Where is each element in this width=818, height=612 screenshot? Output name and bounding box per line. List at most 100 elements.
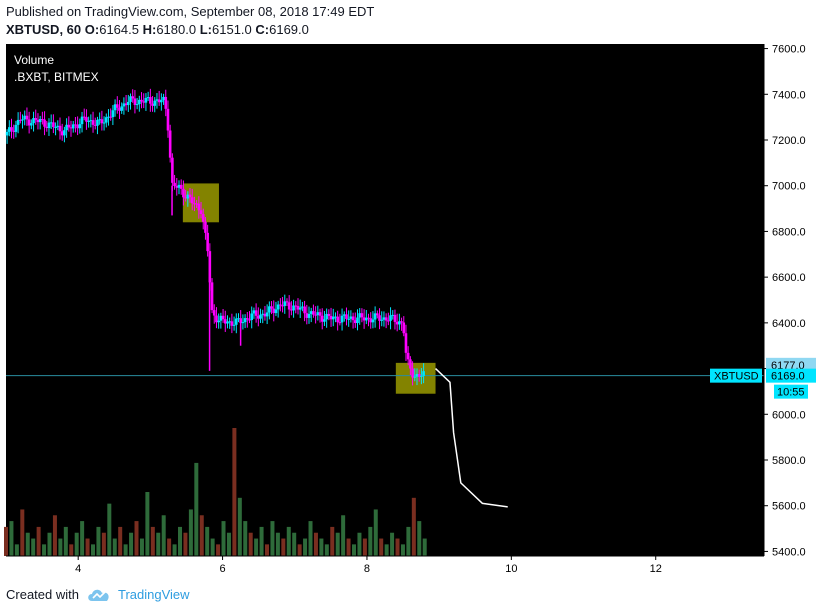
volume-bar: [4, 526, 8, 556]
volume-bar: [31, 538, 36, 556]
candle-body: [373, 313, 377, 320]
candle-body: [353, 320, 357, 324]
candle-body: [329, 315, 333, 320]
ohlc-readout: XBTUSD, 60 O:6164.5 H:6180.0 L:6151.0 C:…: [6, 22, 309, 37]
candle-body: [188, 194, 192, 198]
candle-body: [215, 315, 218, 323]
volume-bar: [118, 526, 123, 556]
candle-body: [312, 311, 315, 315]
candle-body: [201, 214, 205, 222]
candle-body: [107, 116, 110, 118]
candle-body: [398, 321, 401, 325]
volume-bar: [373, 509, 378, 556]
candle-body: [274, 309, 278, 314]
volume-bar: [36, 526, 41, 556]
candle-body: [175, 186, 179, 188]
candle-body: [30, 123, 33, 126]
candle-body: [342, 314, 346, 316]
volume-bar: [335, 532, 340, 556]
chart-header: Published on TradingView.com, September …: [0, 0, 818, 42]
candle-body: [314, 314, 317, 316]
candle-body: [232, 324, 236, 326]
candle-body: [173, 182, 176, 187]
candle-body: [60, 131, 64, 136]
candle-body: [153, 100, 157, 106]
candle-body: [166, 108, 170, 131]
volume-bar: [156, 532, 161, 556]
candle-body: [34, 118, 38, 120]
candle-body: [387, 320, 390, 322]
candle-body: [210, 282, 214, 311]
open-label: O:: [84, 22, 100, 37]
candle-body: [142, 101, 146, 103]
candle-body: [10, 127, 13, 131]
x-tick-label: 10: [505, 563, 517, 575]
candle-body: [268, 306, 271, 313]
volume-legend: Volume: [14, 53, 54, 67]
candle-body: [406, 352, 410, 360]
y-tick-label: 6600.0: [772, 272, 806, 284]
candle-body: [318, 312, 322, 316]
candle-body: [323, 319, 326, 322]
candle-body: [195, 203, 198, 205]
candle-body: [382, 317, 386, 320]
candle-body: [296, 306, 300, 310]
symbol-interval: XBTUSD, 60: [6, 22, 82, 37]
volume-bar: [400, 544, 405, 556]
tradingview-cloud-icon: [88, 589, 109, 601]
candle-body: [14, 124, 18, 132]
volume-bar: [172, 544, 177, 556]
candle-body: [168, 130, 172, 158]
highlight-boxes: [182, 183, 436, 394]
candle-body: [422, 371, 425, 376]
candle-body: [193, 203, 196, 205]
candle-body: [257, 315, 260, 319]
candle-body: [351, 316, 355, 321]
candle-body: [259, 314, 262, 319]
candle-body: [281, 305, 284, 307]
price-axis[interactable]: [764, 44, 818, 556]
volume-bar: [20, 509, 25, 556]
volume-bars: [4, 428, 427, 556]
candle-body: [49, 122, 53, 124]
volume-bar: [422, 538, 427, 556]
y-tick-label: 5400.0: [772, 546, 806, 558]
volume-bar: [150, 526, 155, 556]
candle-body: [356, 317, 359, 324]
candle-body: [85, 117, 88, 122]
candle-body: [162, 96, 165, 101]
candle-body: [325, 313, 328, 320]
candle-body: [334, 316, 337, 318]
low-label: L:: [199, 22, 212, 37]
candle-body: [113, 104, 117, 111]
candle-body: [109, 116, 112, 118]
candle-body: [87, 120, 90, 122]
candle-body: [395, 321, 399, 325]
candle-body: [58, 125, 62, 132]
volume-bar: [243, 521, 248, 556]
candle-body: [204, 221, 207, 233]
volume-bar: [188, 509, 193, 556]
candle-body: [131, 96, 135, 99]
volume-bar: [384, 544, 389, 556]
volume-bar: [145, 492, 150, 556]
candle-body: [360, 313, 364, 318]
candle-body: [239, 318, 242, 324]
y-tick-label: 7000.0: [772, 181, 806, 193]
volume-bar: [47, 532, 52, 556]
candle-body: [272, 308, 276, 314]
time-axis[interactable]: [6, 556, 764, 578]
plot-background: [6, 44, 764, 556]
volume-bar: [406, 526, 411, 556]
tradingview-brand[interactable]: TradingView: [118, 587, 190, 602]
y-tick-label: 7200.0: [772, 135, 806, 147]
candle-body: [243, 318, 247, 323]
candle-body: [411, 368, 414, 378]
price-chart[interactable]: 5400.05600.05800.06000.06200.06400.06600…: [0, 42, 818, 578]
source-legend: .BXBT, BITMEX: [14, 70, 99, 84]
y-tick-label: 5800.0: [772, 455, 806, 467]
candle-body: [294, 305, 298, 307]
candle-body: [367, 317, 370, 319]
candle-body: [400, 321, 403, 323]
candle-body: [93, 124, 97, 126]
